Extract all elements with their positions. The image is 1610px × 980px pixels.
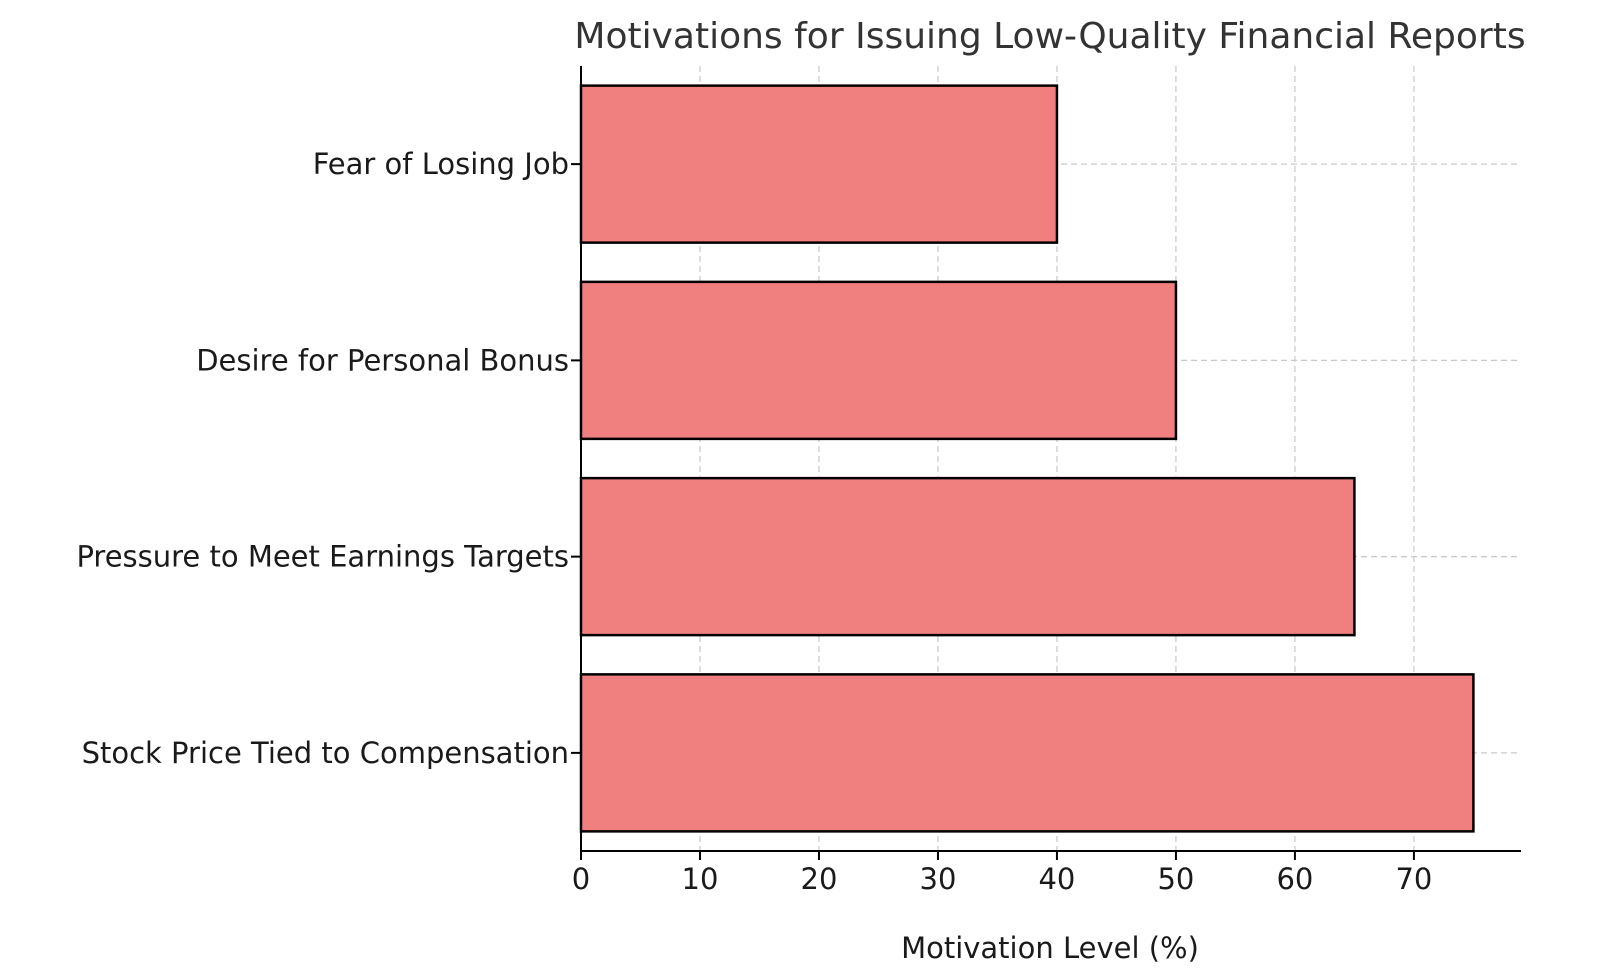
chart-title: Motivations for Issuing Low-Quality Fina… bbox=[574, 16, 1525, 57]
x-tick-label: 40 bbox=[1038, 862, 1075, 896]
x-tick-label: 50 bbox=[1157, 862, 1194, 896]
x-axis-label: Motivation Level (%) bbox=[901, 931, 1199, 965]
bar bbox=[579, 280, 1178, 441]
x-tick-label: 20 bbox=[801, 862, 838, 896]
y-tick-label: Stock Price Tied to Compensation bbox=[82, 736, 569, 770]
x-tick-label: 30 bbox=[920, 862, 957, 896]
x-tick-label: 10 bbox=[682, 862, 719, 896]
x-tick-label: 70 bbox=[1395, 862, 1432, 896]
bar bbox=[579, 476, 1356, 637]
y-tick-label: Desire for Personal Bonus bbox=[196, 343, 569, 377]
bar bbox=[579, 673, 1475, 833]
x-tick-label: 60 bbox=[1276, 862, 1313, 896]
bars bbox=[579, 84, 1475, 833]
bar bbox=[579, 84, 1059, 244]
x-tick-label: 0 bbox=[572, 862, 590, 896]
y-tick-label: Fear of Losing Job bbox=[313, 147, 569, 181]
y-tick-label: Pressure to Meet Earnings Targets bbox=[76, 540, 569, 574]
x-axis-ticks: 0 10 20 30 40 50 60 70 bbox=[572, 851, 1432, 896]
y-axis-ticks: Stock Price Tied to Compensation Pressure… bbox=[76, 147, 581, 770]
axes bbox=[580, 66, 1521, 852]
